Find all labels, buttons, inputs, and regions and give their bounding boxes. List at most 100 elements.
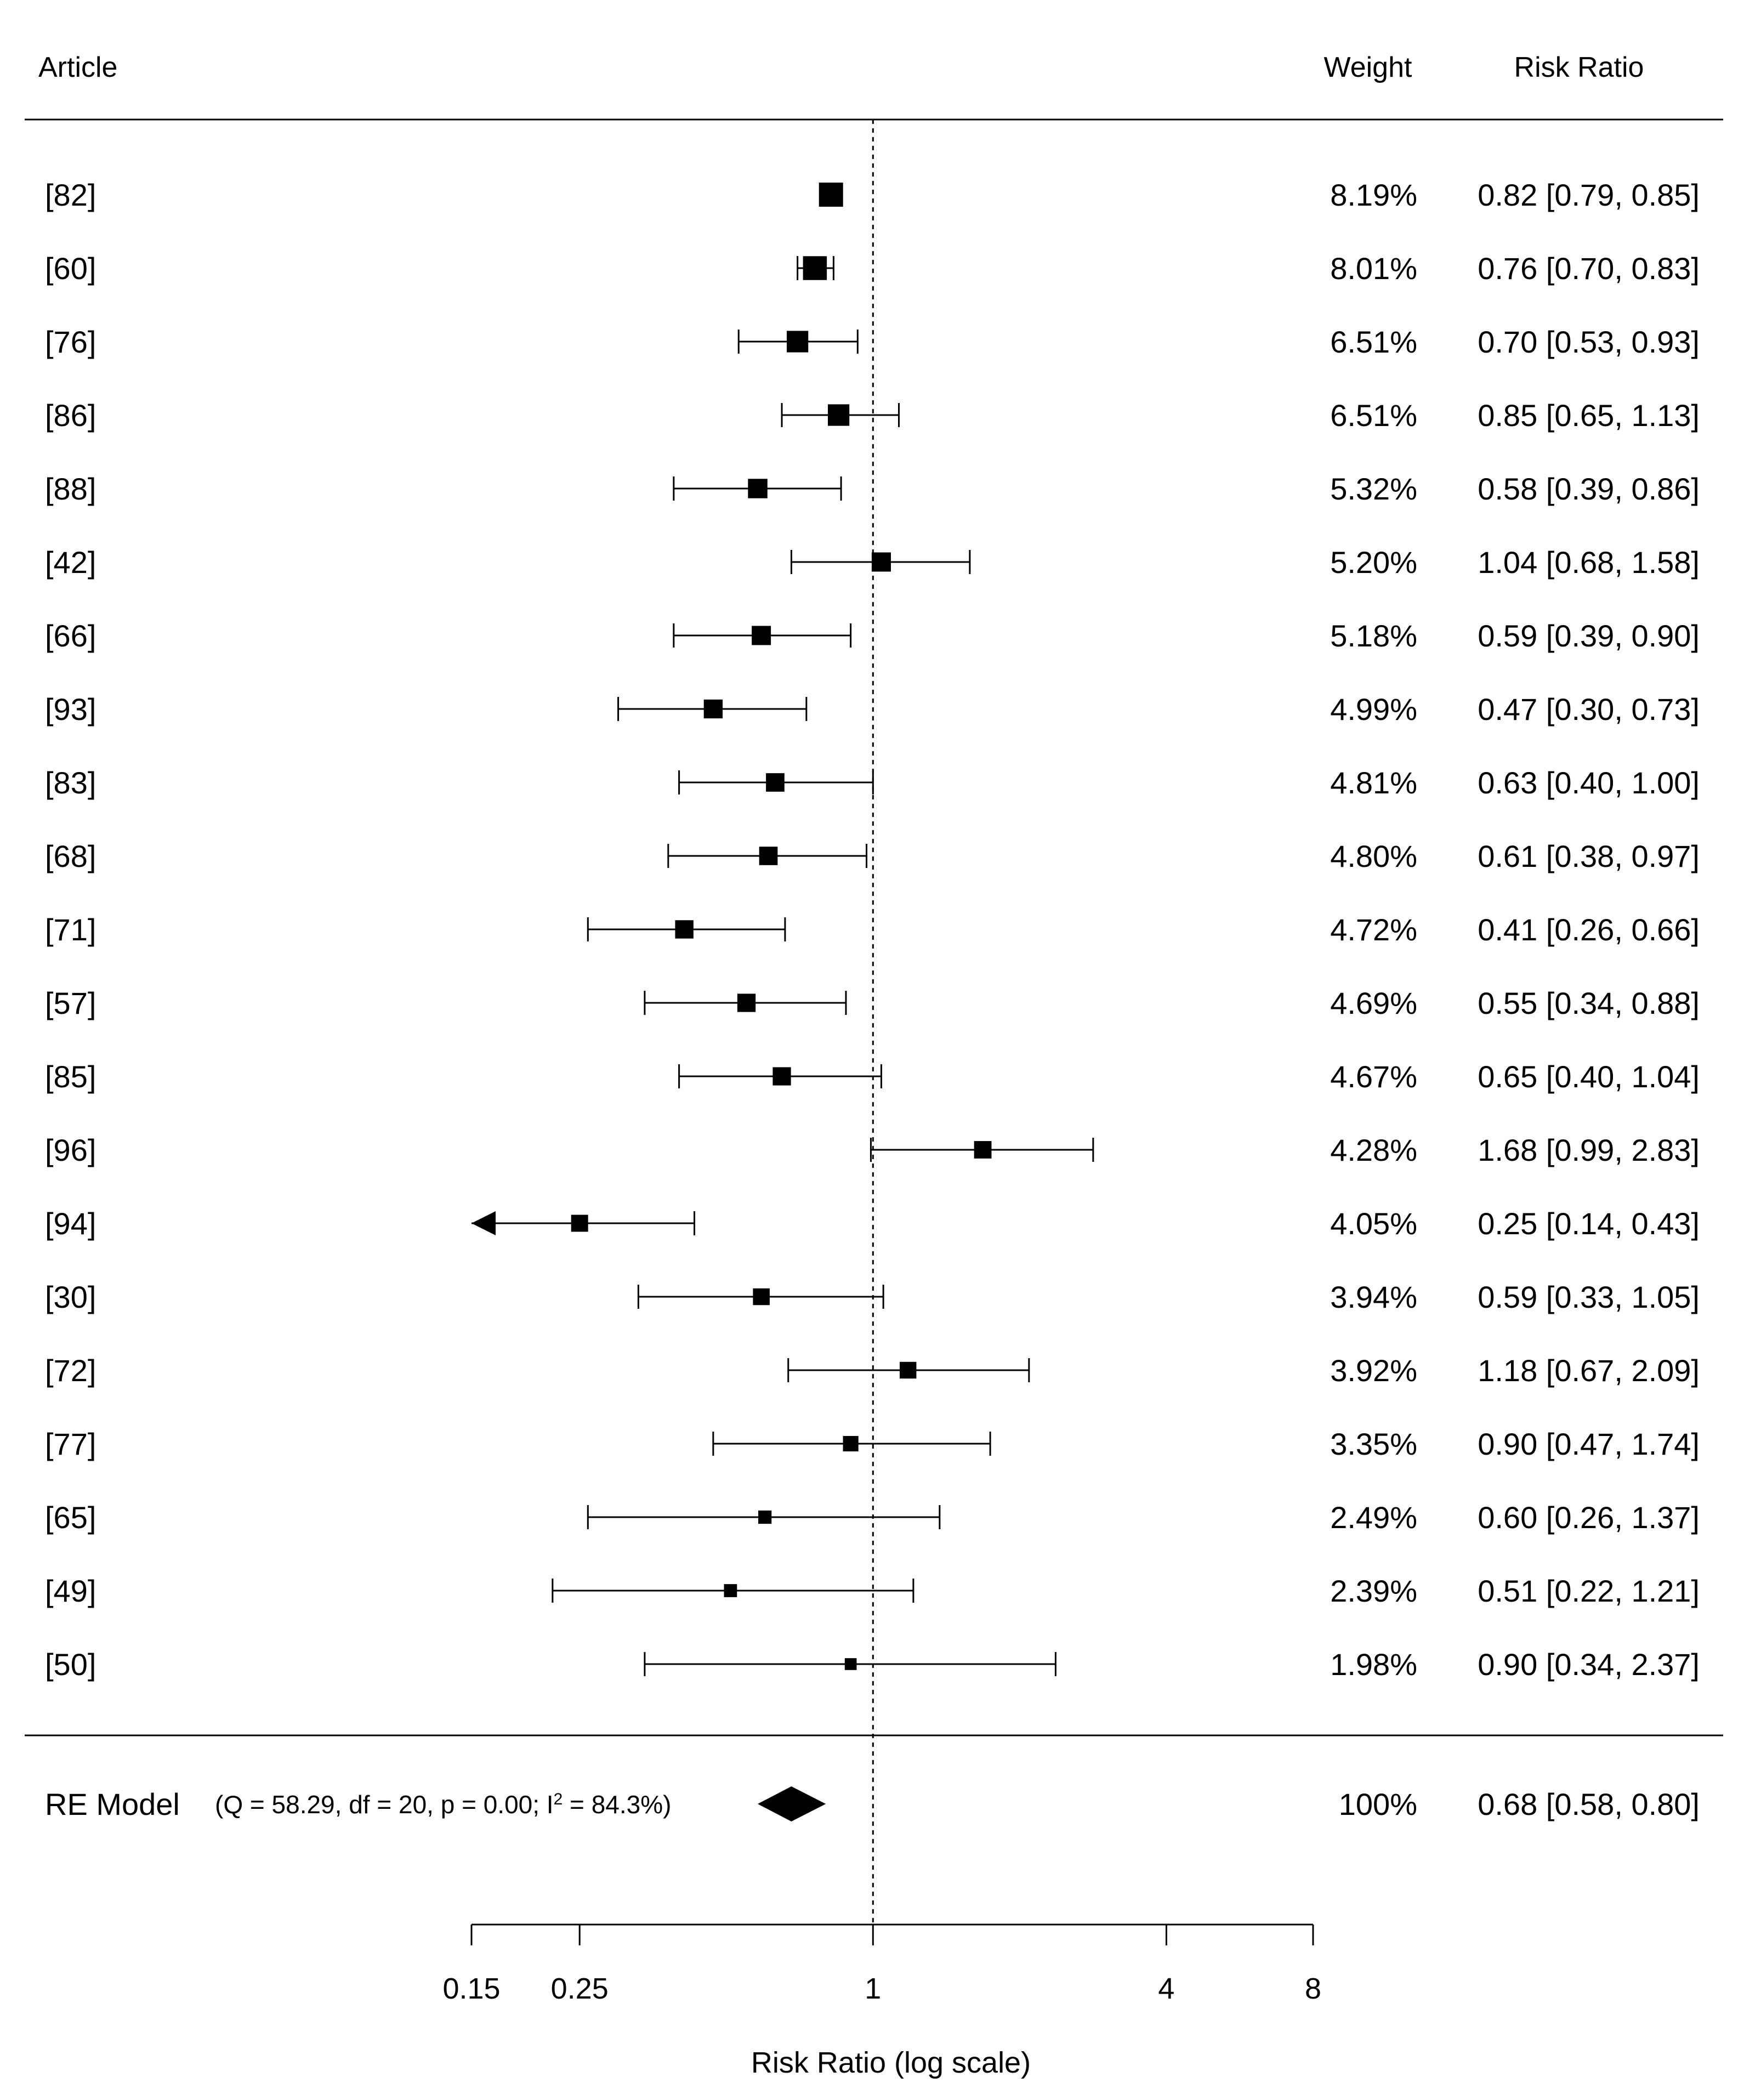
- study-effect: 0.25 [0.14, 0.43]: [1478, 1206, 1700, 1241]
- point-estimate: [748, 479, 768, 498]
- point-estimate: [724, 1584, 737, 1597]
- study-effect: 0.58 [0.39, 0.86]: [1478, 472, 1700, 506]
- study-row: [68] 4.80% 0.61 [0.38, 0.97]: [45, 839, 1700, 873]
- axis-tick-label: 4: [1158, 1972, 1174, 2005]
- study-weight: 6.51%: [1330, 398, 1417, 433]
- study-row: [94] 4.05% 0.25 [0.14, 0.43]: [45, 1206, 1700, 1241]
- study-row: [86] 6.51% 0.85 [0.65, 1.13]: [45, 398, 1700, 433]
- study-row: [76] 6.51% 0.70 [0.53, 0.93]: [45, 325, 1700, 359]
- study-effect: 0.70 [0.53, 0.93]: [1478, 325, 1700, 359]
- study-label: [77]: [45, 1427, 96, 1461]
- study-weight: 8.19%: [1330, 178, 1417, 212]
- point-estimate: [827, 404, 850, 426]
- axis-tick-label: 1: [865, 1972, 881, 2005]
- study-row: [42] 5.20% 1.04 [0.68, 1.58]: [45, 545, 1700, 580]
- study-weight: 4.05%: [1330, 1206, 1417, 1241]
- study-row: [60] 8.01% 0.76 [0.70, 0.83]: [45, 251, 1700, 286]
- study-label: [42]: [45, 545, 96, 580]
- study-label: [86]: [45, 398, 96, 433]
- point-estimate: [737, 994, 756, 1012]
- x-axis: 0.15 0.25 1 4 8 Risk Ratio (log scale): [442, 1923, 1321, 2079]
- study-row: [83] 4.81% 0.63 [0.40, 1.00]: [45, 765, 1700, 800]
- study-row: [57] 4.69% 0.55 [0.34, 0.88]: [45, 986, 1700, 1020]
- study-effect: 0.51 [0.22, 1.21]: [1478, 1574, 1700, 1608]
- study-weight: 4.28%: [1330, 1133, 1417, 1167]
- point-estimate: [772, 1067, 791, 1086]
- point-estimate: [753, 1288, 770, 1306]
- summary-row: RE Model (Q = 58.29, df = 20, p = 0.00; I…: [45, 1786, 1700, 1821]
- study-weight: 6.51%: [1330, 325, 1417, 359]
- study-label: [71]: [45, 912, 96, 947]
- study-weight: 4.69%: [1330, 986, 1417, 1020]
- study-weight: 5.32%: [1330, 472, 1417, 506]
- study-label: [76]: [45, 325, 96, 359]
- x-axis-title: Risk Ratio (log scale): [751, 2046, 1031, 2079]
- study-label: [83]: [45, 765, 96, 800]
- study-effect: 0.55 [0.34, 0.88]: [1478, 986, 1700, 1020]
- study-effect: 0.76 [0.70, 0.83]: [1478, 251, 1700, 286]
- study-effect: 0.90 [0.34, 2.37]: [1478, 1647, 1700, 1682]
- study-weight: 1.98%: [1330, 1647, 1417, 1682]
- study-row: [71] 4.72% 0.41 [0.26, 0.66]: [45, 912, 1700, 947]
- study-effect: 0.90 [0.47, 1.74]: [1478, 1427, 1700, 1461]
- study-label: [50]: [45, 1647, 96, 1682]
- study-weight: 2.39%: [1330, 1574, 1417, 1608]
- point-estimate: [752, 626, 771, 645]
- study-label: [88]: [45, 472, 96, 506]
- study-label: [57]: [45, 986, 96, 1020]
- study-effect: 0.85 [0.65, 1.13]: [1478, 398, 1700, 433]
- study-row: [50] 1.98% 0.90 [0.34, 2.37]: [45, 1647, 1700, 1682]
- header-risk-ratio: Risk Ratio: [1514, 52, 1644, 83]
- point-estimate: [759, 847, 778, 865]
- study-label: [82]: [45, 178, 96, 212]
- study-effect: 1.18 [0.67, 2.09]: [1478, 1353, 1700, 1388]
- study-weight: 4.67%: [1330, 1059, 1417, 1094]
- study-label: [72]: [45, 1353, 96, 1388]
- study-rows: [82] 8.19% 0.82 [0.79, 0.85] [60] 8.01% 0.76 …: [45, 178, 1700, 1682]
- study-label: [65]: [45, 1500, 96, 1535]
- summary-label: RE Model: [45, 1787, 180, 1821]
- point-estimate: [899, 1361, 917, 1379]
- study-label: [49]: [45, 1574, 96, 1608]
- study-label: [66]: [45, 618, 96, 653]
- study-effect: 0.41 [0.26, 0.66]: [1478, 912, 1700, 947]
- study-weight: 4.72%: [1330, 912, 1417, 947]
- study-weight: 3.92%: [1330, 1353, 1417, 1388]
- summary-stats: (Q = 58.29, df = 20, p = 0.00; I2 = 84.3…: [215, 1790, 671, 1819]
- study-row: [85] 4.67% 0.65 [0.40, 1.04]: [45, 1059, 1700, 1094]
- study-row: [77] 3.35% 0.90 [0.47, 1.74]: [45, 1427, 1700, 1461]
- point-estimate: [675, 920, 694, 939]
- study-weight: 3.94%: [1330, 1280, 1417, 1314]
- summary-diamond: [758, 1786, 826, 1821]
- study-weight: 2.49%: [1330, 1500, 1417, 1535]
- ci-arrow-left: [471, 1211, 496, 1235]
- header: Article Weight Risk Ratio: [38, 52, 1644, 83]
- study-row: [65] 2.49% 0.60 [0.26, 1.37]: [45, 1500, 1700, 1535]
- study-effect: 0.59 [0.33, 1.05]: [1478, 1280, 1700, 1314]
- study-weight: 4.99%: [1330, 692, 1417, 727]
- study-weight: 8.01%: [1330, 251, 1417, 286]
- study-weight: 3.35%: [1330, 1427, 1417, 1461]
- summary-weight: 100%: [1339, 1787, 1417, 1821]
- point-estimate: [787, 331, 809, 353]
- study-weight: 5.20%: [1330, 545, 1417, 580]
- study-label: [85]: [45, 1059, 96, 1094]
- study-effect: 0.63 [0.40, 1.00]: [1478, 765, 1700, 800]
- study-weight: 4.81%: [1330, 765, 1417, 800]
- point-estimate: [974, 1141, 992, 1159]
- study-effect: 0.82 [0.79, 0.85]: [1478, 178, 1700, 212]
- study-effect: 0.61 [0.38, 0.97]: [1478, 839, 1700, 873]
- study-effect: 0.65 [0.40, 1.04]: [1478, 1059, 1700, 1094]
- study-row: [72] 3.92% 1.18 [0.67, 2.09]: [45, 1353, 1700, 1388]
- study-weight: 5.18%: [1330, 618, 1417, 653]
- study-row: [82] 8.19% 0.82 [0.79, 0.85]: [45, 178, 1700, 212]
- point-estimate: [703, 699, 723, 719]
- point-estimate: [843, 1435, 859, 1452]
- point-estimate: [871, 552, 891, 572]
- header-weight: Weight: [1324, 52, 1412, 83]
- axis-tick-label: 0.25: [551, 1972, 609, 2005]
- study-label: [93]: [45, 692, 96, 727]
- study-effect: 0.59 [0.39, 0.90]: [1478, 618, 1700, 653]
- study-row: [66] 5.18% 0.59 [0.39, 0.90]: [45, 618, 1700, 653]
